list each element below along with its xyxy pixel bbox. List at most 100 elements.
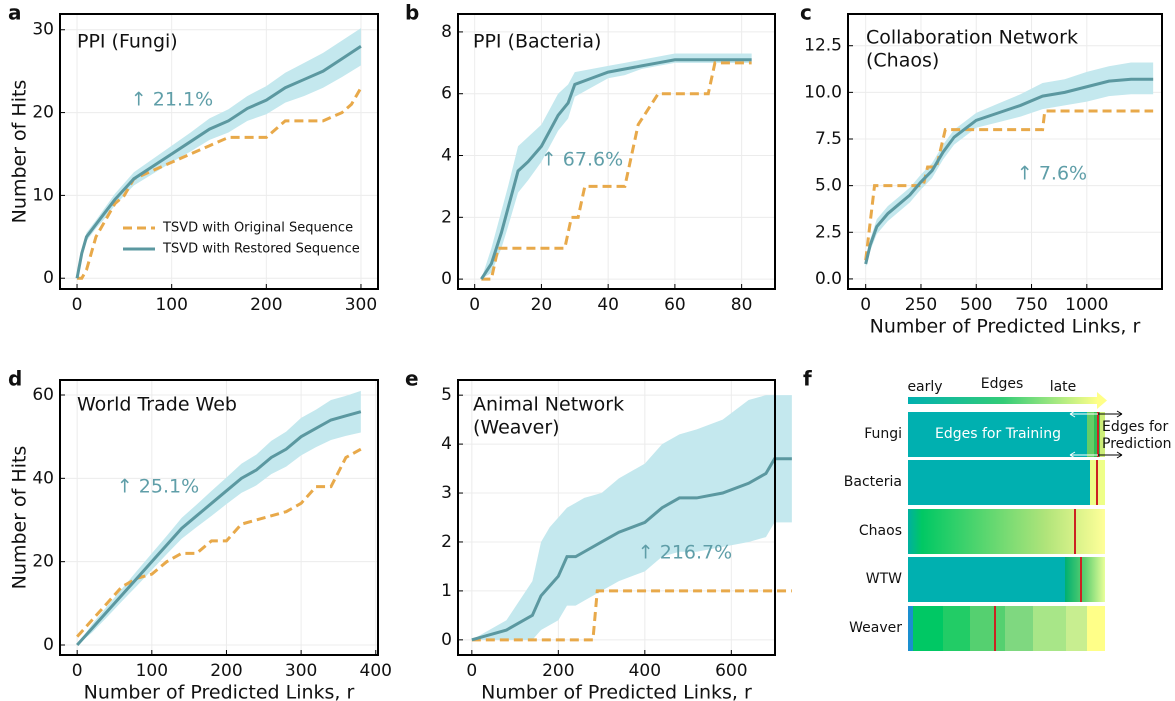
y-tick-label: 12.5 — [804, 36, 842, 56]
bar — [1066, 606, 1087, 651]
y-tick-label: 60 — [32, 385, 54, 405]
y-tick-label: 5.0 — [815, 176, 842, 196]
prediction-label: Prediction — [1102, 436, 1172, 452]
x-axis-label: Number of Predicted Links, r — [84, 682, 355, 701]
annotation: ↑ 216.7% — [638, 542, 732, 564]
x-tick-label: 20 — [531, 295, 553, 315]
x-tick-label: 60 — [664, 295, 686, 315]
annotation: ↑ 7.6% — [1017, 163, 1087, 185]
confidence-band — [77, 390, 361, 645]
bar — [1087, 606, 1105, 651]
panel-letter: a — [8, 1, 22, 25]
y-tick-label: 0.0 — [815, 269, 842, 289]
y-tick-label: 7.5 — [815, 129, 842, 149]
x-tick-label: 1000 — [1065, 295, 1108, 315]
edges-label: Edges — [981, 376, 1024, 392]
y-tick-label: 40 — [32, 468, 54, 488]
panel-c: 0 250 500 750 1000 0.0 2.5 5.0 7.5 10.0 12.5 c Colla… — [800, 1, 1163, 338]
panel-title: Animal Network — [473, 394, 624, 416]
panel-a: 0 100 200 300 0 10 20 30 a PPI (Fungi) ↑ 21.1% Numb… — [8, 1, 379, 315]
series-line — [864, 77, 1154, 265]
y-axis-label: Number of Hits — [9, 446, 31, 590]
x-tick-label: 100 — [155, 295, 187, 315]
x-tick-label: 400 — [629, 661, 661, 681]
panel-d: 0 100 200 300 400 0 20 40 60 d World Trade Web ↑ 25… — [8, 367, 392, 701]
panel-title: (Weaver) — [473, 417, 560, 439]
row-label: Fungi — [864, 426, 902, 442]
row-label: Weaver — [849, 620, 902, 636]
prediction-label: Edges for — [1102, 419, 1168, 435]
y-tick-label: 2.5 — [815, 222, 842, 242]
y-tick-label: 0 — [43, 268, 54, 288]
axes-frame — [457, 13, 776, 290]
panel-letter: b — [405, 1, 419, 25]
x-tick-label: 80 — [731, 295, 753, 315]
y-tick-label: 4 — [441, 146, 452, 166]
panel-letter: c — [800, 1, 812, 25]
x-tick-label: 200 — [250, 295, 282, 315]
x-axis-label: Number of Predicted Links, r — [481, 682, 752, 701]
early-label: early — [907, 379, 942, 395]
x-tick-label: 750 — [1015, 295, 1047, 315]
panel-f: f early Edges late Edges for Training Ed… — [803, 367, 1172, 651]
series-line — [481, 61, 752, 281]
series-line — [75, 45, 362, 279]
x-tick-label: 0 — [466, 661, 477, 681]
y-axis-label: Number of Hits — [9, 80, 31, 224]
pred-arrows — [1098, 410, 1123, 459]
series-line — [471, 589, 792, 642]
bar — [1065, 557, 1105, 602]
y-tick-label: 6 — [441, 84, 452, 104]
y-tick-label: 10 — [32, 185, 54, 205]
y-tick-label: 20 — [32, 552, 54, 572]
panel-title: PPI (Fungi) — [77, 31, 178, 53]
panel-letter: f — [803, 367, 812, 391]
y-tick-label: 8 — [441, 22, 452, 42]
y-tick-label: 2 — [441, 207, 452, 227]
x-tick-label: 200 — [210, 661, 242, 681]
legend-label: TSVD with Restored Sequence — [162, 242, 360, 257]
panel-title: Collaboration Network — [866, 27, 1078, 49]
training-label: Edges for Training — [935, 426, 1061, 442]
late-label: late — [1050, 379, 1077, 395]
bar — [908, 460, 1090, 505]
panel-title: (Chaos) — [866, 50, 939, 72]
bar — [1033, 606, 1066, 651]
series-line — [77, 86, 363, 280]
panel-letter: d — [8, 367, 22, 391]
panel-title: World Trade Web — [77, 394, 237, 416]
bar — [913, 606, 943, 651]
panel-e: 0 200 400 600 0 1 2 3 4 5 e Animal Network(Weaver) ↑… — [405, 367, 792, 701]
x-tick-label: 0 — [72, 661, 83, 681]
x-tick-label: 500 — [960, 295, 992, 315]
bar — [970, 606, 1005, 651]
x-tick-label: 250 — [905, 295, 937, 315]
annotation: ↑ 21.1% — [131, 89, 213, 111]
x-tick-label: 300 — [285, 661, 317, 681]
confidence-band — [481, 53, 752, 280]
axes-frame — [847, 13, 1163, 290]
x-tick-label: 0 — [469, 295, 480, 315]
panel-title: PPI (Bacteria) — [473, 31, 601, 53]
edge-order-bar — [908, 397, 1098, 404]
x-tick-label: 40 — [597, 295, 619, 315]
axes-frame — [457, 379, 776, 656]
y-tick-label: 2 — [441, 532, 452, 552]
confidence-band — [77, 28, 361, 279]
annotation: ↑ 67.6% — [541, 149, 623, 171]
y-tick-label: 1 — [441, 581, 452, 601]
pred-block — [1100, 412, 1105, 457]
axes-frame — [59, 379, 379, 656]
series-line — [480, 58, 752, 280]
confidence-band — [865, 62, 1154, 268]
y-tick-label: 0 — [43, 635, 54, 655]
y-tick-label: 4 — [441, 434, 452, 454]
series-line — [864, 109, 1154, 261]
axes-frame — [59, 13, 379, 290]
x-tick-label: 300 — [345, 295, 377, 315]
bar — [943, 606, 970, 651]
y-tick-label: 10.0 — [804, 82, 842, 102]
bar — [908, 606, 913, 651]
x-tick-label: 100 — [136, 661, 168, 681]
x-tick-label: 600 — [715, 661, 747, 681]
